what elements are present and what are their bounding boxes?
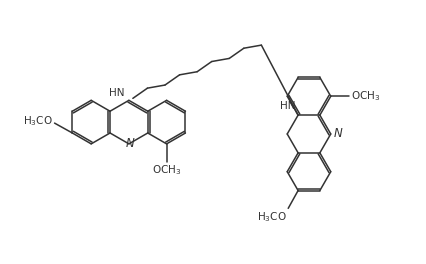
Text: HN: HN xyxy=(109,88,125,98)
Text: N: N xyxy=(333,128,342,140)
Text: OCH$_3$: OCH$_3$ xyxy=(350,89,379,103)
Text: HN: HN xyxy=(279,101,294,111)
Text: N: N xyxy=(125,137,134,150)
Text: H$_3$CO: H$_3$CO xyxy=(23,114,52,128)
Text: H$_3$CO: H$_3$CO xyxy=(256,210,285,224)
Text: OCH$_3$: OCH$_3$ xyxy=(152,164,181,177)
